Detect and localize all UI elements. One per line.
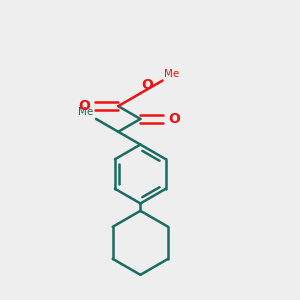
Text: Me: Me [78, 107, 94, 117]
Text: O: O [142, 78, 154, 92]
Text: O: O [168, 112, 180, 126]
Text: Me: Me [164, 69, 179, 79]
Text: O: O [79, 99, 90, 113]
